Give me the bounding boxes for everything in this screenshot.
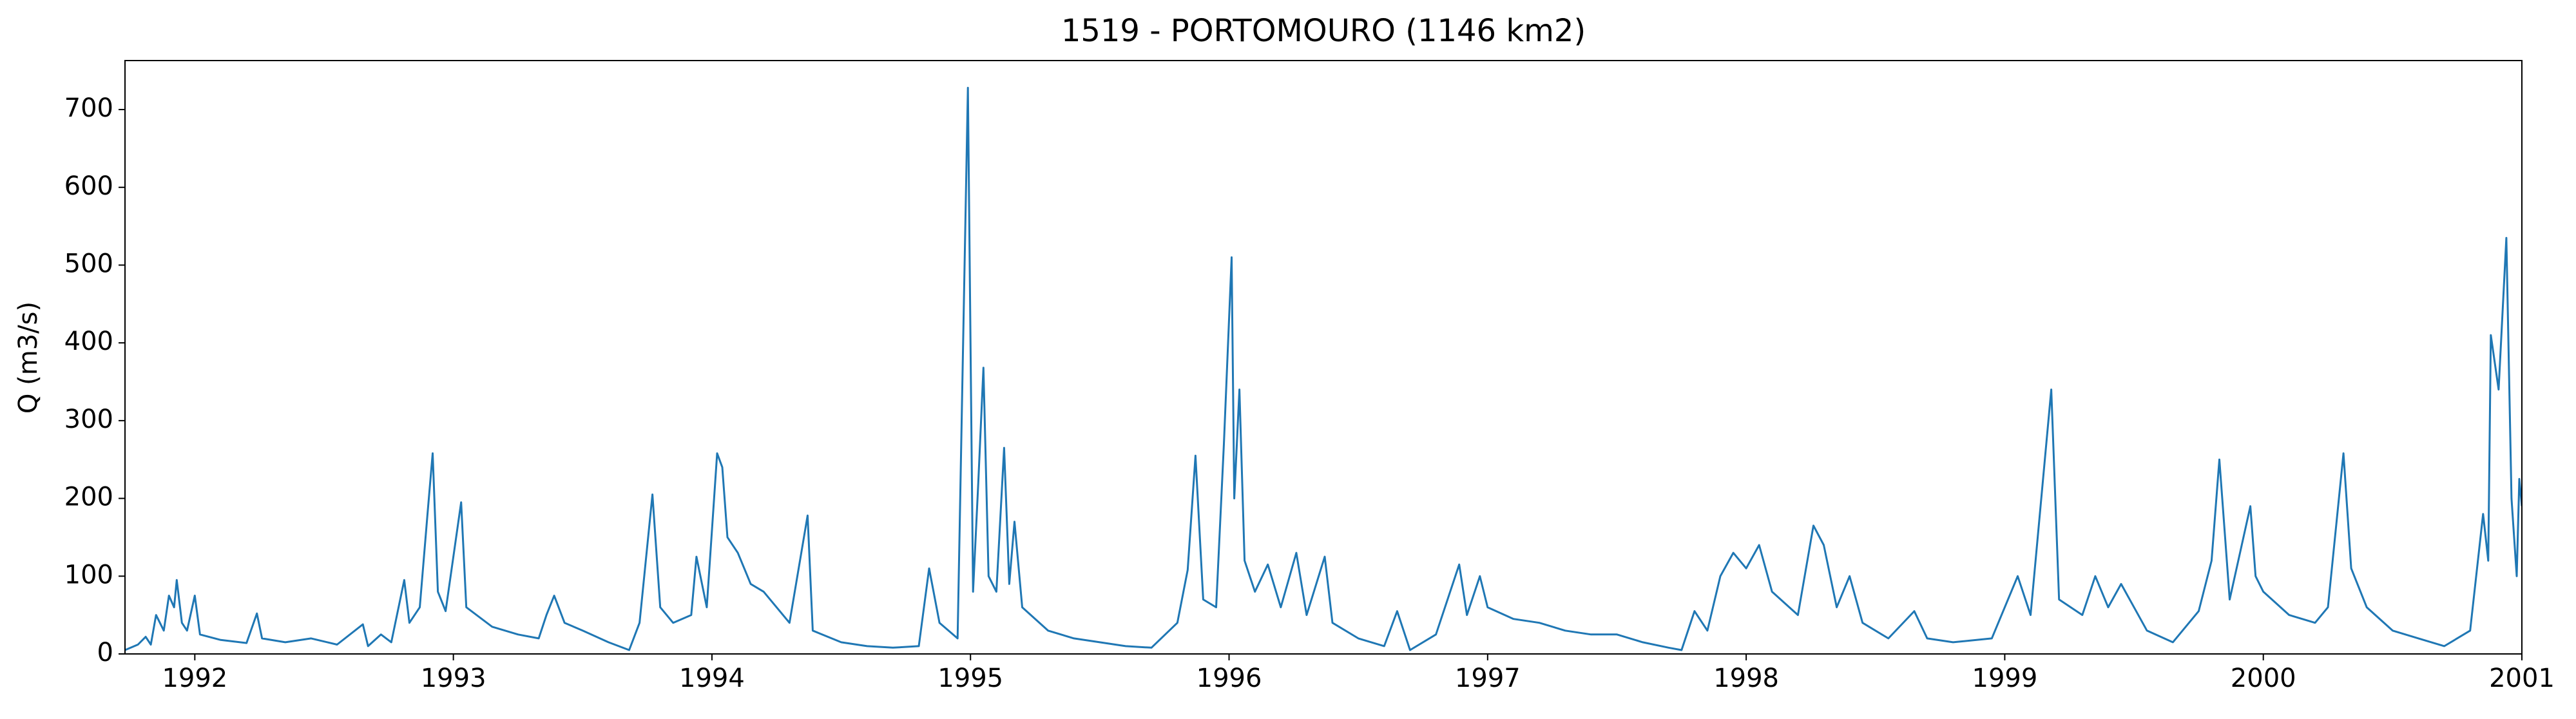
x-tick-label: 1993: [421, 664, 486, 693]
x-tick-label: 1999: [1972, 664, 2038, 693]
x-tick-label: 1998: [1713, 664, 1779, 693]
y-tick-label: 400: [64, 327, 113, 356]
y-tick-label: 0: [97, 638, 113, 667]
x-tick-label: 2000: [2231, 664, 2296, 693]
x-tick-label: 2001: [2489, 664, 2555, 693]
y-tick-label: 500: [64, 249, 113, 278]
y-axis-label: Q (m3/s): [14, 302, 43, 414]
y-tick-label: 300: [64, 405, 113, 434]
y-tick-label: 700: [64, 93, 113, 123]
y-tick-label: 100: [64, 560, 113, 590]
y-tick-label: 600: [64, 171, 113, 201]
x-tick-label: 1996: [1197, 664, 1262, 693]
plot-frame: [124, 60, 2523, 655]
series-line: [125, 86, 2522, 651]
x-tick-label: 1997: [1455, 664, 1521, 693]
x-tick-label: 1994: [679, 664, 745, 693]
y-tick-label: 200: [64, 483, 113, 512]
chart-title: 1519 - PORTOMOURO (1146 km2): [1061, 13, 1586, 49]
x-tick-label: 1995: [937, 664, 1003, 693]
x-tick-label: 1992: [162, 664, 227, 693]
